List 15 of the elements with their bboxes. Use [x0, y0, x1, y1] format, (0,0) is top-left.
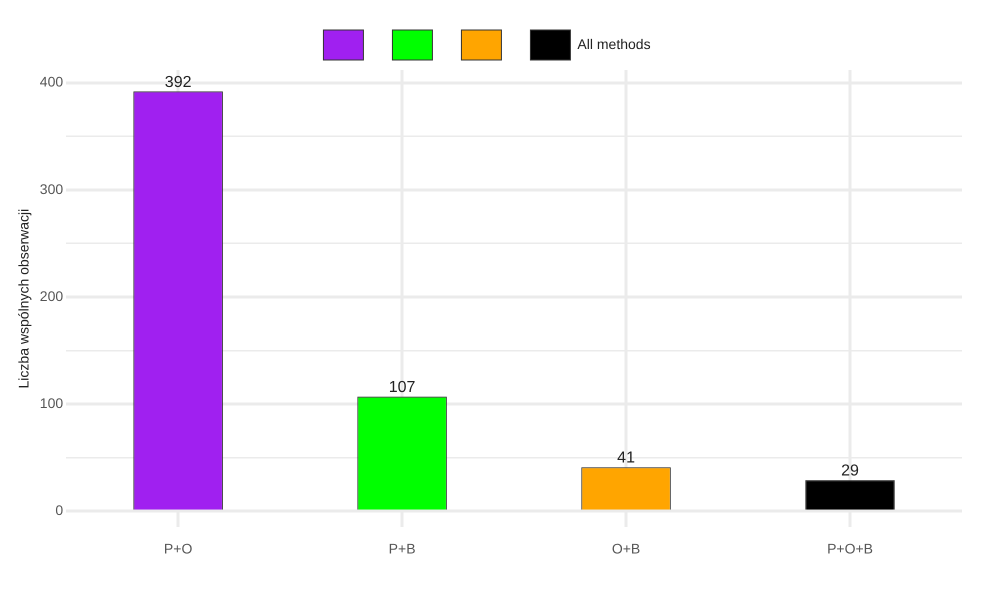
- y-axis-title: Liczba wspólnych obserwacji: [15, 208, 32, 388]
- y-tick-label: 300: [40, 180, 64, 197]
- x-tick-label: P+O: [164, 540, 192, 556]
- x-tick-label: P+O+B: [827, 540, 873, 556]
- y-tick-label: 0: [55, 502, 64, 518]
- data-label: 29: [841, 462, 860, 480]
- data-label: 107: [388, 378, 416, 396]
- data-label: 392: [164, 74, 192, 91]
- x-tick-label: P+B: [388, 540, 416, 556]
- y-tick-label: 100: [40, 394, 64, 411]
- y-tick-label: 200: [40, 288, 64, 304]
- legend-label: All methods: [577, 36, 651, 52]
- y-tick-label: 400: [40, 74, 64, 90]
- data-label: 41: [617, 450, 636, 467]
- x-tick-label: O+B: [612, 540, 640, 556]
